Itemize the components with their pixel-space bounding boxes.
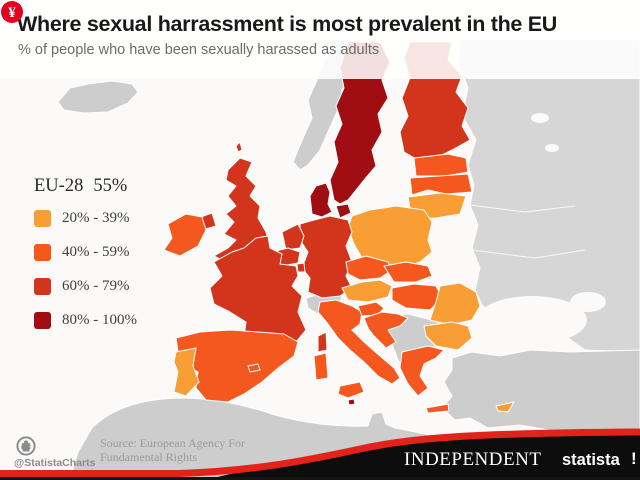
country-poland bbox=[347, 205, 433, 269]
country-italy-sardinia bbox=[313, 352, 329, 381]
country-estonia bbox=[413, 153, 469, 177]
legend-swatch-band1 bbox=[34, 210, 51, 227]
country-ireland bbox=[163, 213, 207, 257]
country-france bbox=[209, 235, 307, 349]
source-line1: Source: European Agency For bbox=[100, 436, 245, 450]
source-note: Source: European Agency For Fundamental … bbox=[100, 436, 245, 464]
country-uk-shetland bbox=[235, 141, 243, 153]
country-czech-republic bbox=[345, 255, 393, 281]
country-austria bbox=[341, 279, 393, 303]
legend-label-band2: 40% - 59% bbox=[62, 244, 130, 260]
country-denmark-islands bbox=[335, 203, 352, 219]
statista-wordmark: statista bbox=[562, 451, 620, 469]
country-portugal bbox=[173, 347, 200, 397]
legend-band-row: 20% - 39% bbox=[34, 210, 137, 227]
legend-swatch-band3 bbox=[34, 278, 51, 295]
inner-border bbox=[469, 204, 576, 213]
header-fade-overlay bbox=[0, 0, 640, 79]
legend-band-row: 60% - 79% bbox=[34, 278, 137, 295]
black-sea bbox=[477, 296, 587, 344]
country-italy-sicily bbox=[337, 381, 365, 399]
country-spain-balearics bbox=[247, 363, 261, 373]
country-slovenia bbox=[357, 301, 385, 317]
page-title: Where sexual harrassment is most prevale… bbox=[17, 12, 558, 36]
lake bbox=[545, 144, 559, 152]
legend-eu-value: 55% bbox=[93, 176, 128, 196]
country-turkey bbox=[441, 349, 640, 433]
legend-label-band1: 20% - 39% bbox=[62, 210, 130, 226]
legend-swatch-band4 bbox=[34, 312, 51, 329]
legend-band-row: 80% - 100% bbox=[34, 312, 137, 329]
country-croatia bbox=[363, 311, 409, 349]
independent-eagle-icon: ¥ bbox=[1, 1, 23, 23]
country-france-corsica bbox=[317, 331, 328, 353]
legend-label-band3: 60% - 79% bbox=[62, 278, 130, 294]
legend: EU-28 55% 20% - 39% 40% - 59% 60% - 79% 8… bbox=[34, 176, 137, 346]
country-netherlands bbox=[281, 223, 305, 251]
country-bulgaria bbox=[423, 321, 473, 351]
country-cyprus bbox=[495, 401, 515, 413]
country-latvia bbox=[409, 173, 473, 196]
country-denmark bbox=[309, 182, 333, 218]
legend-eu-label: EU-28 bbox=[34, 176, 84, 196]
country-malta bbox=[347, 398, 356, 406]
country-greece-crete bbox=[425, 403, 450, 414]
legend-eu-summary: EU-28 55% bbox=[34, 176, 137, 197]
legend-swatch-band2 bbox=[34, 244, 51, 261]
statista-charts-handle: @StatistaCharts bbox=[14, 457, 96, 469]
country-greece bbox=[399, 345, 445, 397]
legend-label-band4: 80% - 100% bbox=[62, 312, 137, 328]
no-derivatives-icon bbox=[16, 436, 36, 456]
independent-wordmark: INDEPENDENT bbox=[404, 449, 542, 470]
country-slovakia bbox=[383, 261, 433, 283]
source-line2: Fundamental Rights bbox=[100, 449, 197, 464]
lake bbox=[531, 113, 549, 123]
legend-band-row: 40% - 59% bbox=[34, 244, 137, 261]
inner-border bbox=[471, 249, 586, 259]
country-luxembourg bbox=[296, 262, 306, 273]
statista-logo-mark: ! bbox=[631, 449, 637, 468]
country-iceland bbox=[57, 80, 139, 114]
page-subtitle: % of people who have been sexually haras… bbox=[18, 42, 380, 58]
sea-of-azov bbox=[570, 292, 606, 312]
country-romania bbox=[429, 282, 481, 326]
svg-text:¥: ¥ bbox=[8, 5, 16, 21]
